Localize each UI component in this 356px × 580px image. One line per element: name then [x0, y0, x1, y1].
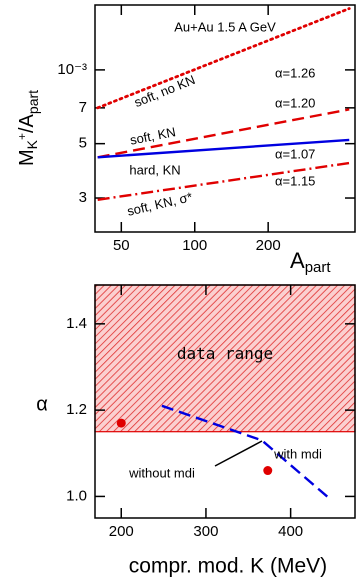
y-tick-label: 1.0	[66, 487, 87, 504]
chart-title: Au+Au 1.5 A GeV	[174, 19, 276, 34]
x-tick-label: 200	[109, 523, 134, 540]
alpha-label: α=1.20	[275, 95, 315, 110]
x-tick-label: 100	[182, 237, 207, 254]
alpha-label: α=1.15	[275, 173, 315, 188]
data-point	[263, 466, 273, 476]
x-tick-label: 200	[256, 237, 281, 254]
series-line	[97, 138, 350, 159]
pointer	[214, 440, 263, 467]
y-tick-label: 3	[79, 189, 87, 206]
x-axis-label: compr. mod. K (MeV)	[129, 555, 327, 578]
series-line	[97, 161, 350, 201]
series-line	[161, 404, 331, 500]
annotation: without mdi	[128, 465, 195, 480]
y-axis-label: α	[36, 393, 48, 415]
x-tick-label: 50	[113, 237, 130, 254]
series-line	[96, 7, 351, 110]
series-line	[97, 108, 350, 159]
annotation: with mdi	[273, 446, 322, 461]
plot-frame	[94, 4, 356, 233]
alpha-label: α=1.07	[275, 146, 315, 161]
y-tick-label: 5	[79, 135, 87, 152]
x-tick-label: 300	[193, 523, 218, 540]
series-label: hard, KN	[129, 162, 180, 177]
y-label-part: M	[16, 149, 38, 166]
y-tick-label: 1.2	[66, 401, 87, 418]
y-tick-label: 1.4	[66, 315, 87, 332]
alpha-label: α=1.26	[275, 65, 315, 80]
y-label-part: /A	[16, 113, 38, 133]
plot-frame	[94, 284, 356, 519]
band-label: data range	[177, 344, 273, 363]
data-point	[116, 418, 126, 428]
y-tick-label: 10⁻³	[57, 61, 87, 78]
y-label-part: K	[24, 139, 40, 149]
x-label-part: part	[305, 259, 332, 276]
y-label-part: +	[15, 133, 29, 140]
y-label-part: part	[25, 90, 41, 114]
x-label-part: A	[290, 248, 305, 273]
x-tick-label: 400	[278, 523, 303, 540]
y-tick-label: 7	[79, 99, 87, 116]
y-axis-label: MK+/Apart	[15, 90, 41, 166]
x-axis-label: Apart	[290, 248, 331, 276]
